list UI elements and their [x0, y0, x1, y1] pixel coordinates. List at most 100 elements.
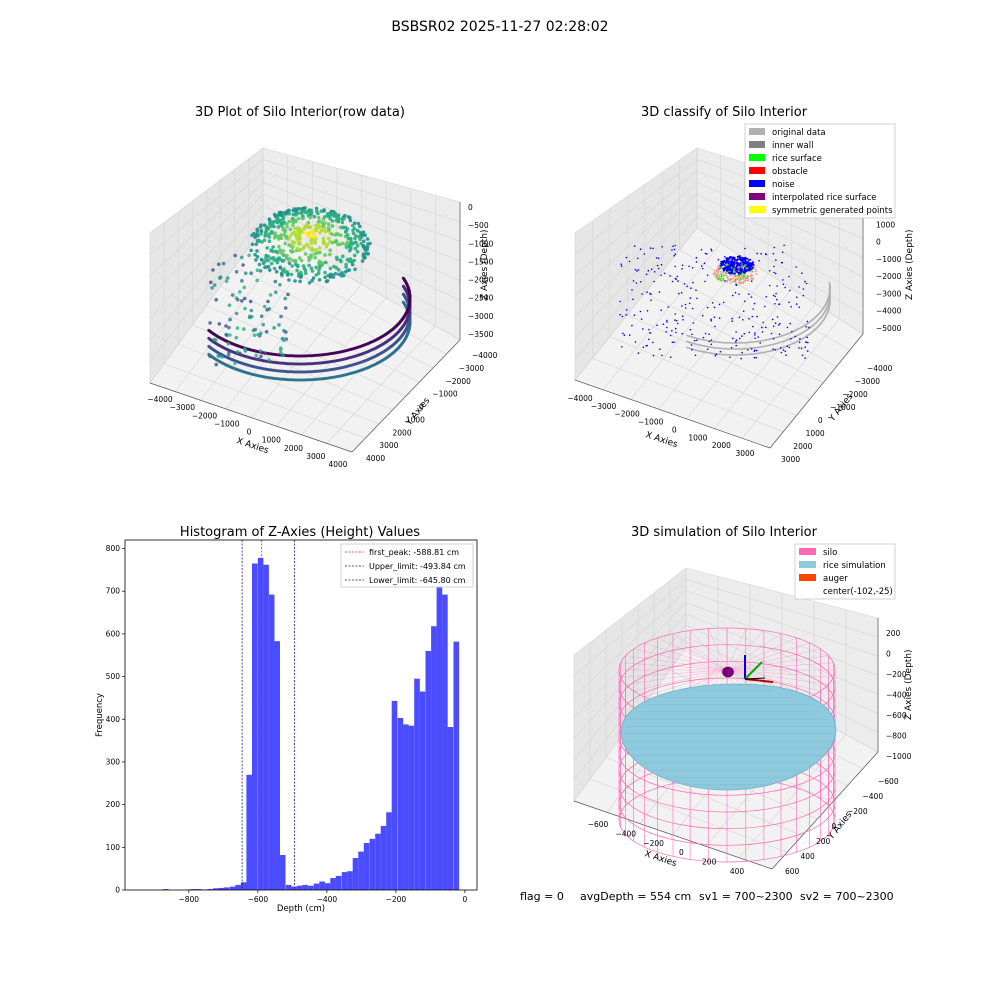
panel4-x-ticks: −600 −400 −200 0 200 400	[588, 820, 745, 876]
legend-label-rice: rice simulation	[823, 561, 886, 571]
hist-x-tick-label: −600	[248, 895, 269, 904]
class-point-noise	[691, 307, 694, 310]
class-point-noise	[740, 357, 742, 360]
raw-point	[283, 296, 288, 301]
class-point-noise	[770, 332, 773, 335]
footer-status: flag = 0 avgDepth = 554 cm sv1 = 700~230…	[520, 890, 894, 903]
grid-line	[573, 567, 687, 656]
class-point-original	[724, 353, 727, 356]
raw-point	[313, 241, 317, 245]
class-point-noise	[739, 271, 742, 274]
raw-point	[353, 246, 358, 251]
raw-point	[274, 249, 279, 254]
hist-x-tick-label: 0	[463, 895, 468, 904]
tick-label: −600	[878, 777, 899, 786]
class-point-noise	[653, 271, 656, 273]
footer-sv2: sv2 = 700~2300	[800, 890, 894, 903]
tick-label: −1000	[886, 752, 912, 761]
raw-point	[249, 248, 253, 253]
class-point-noise	[690, 287, 692, 290]
raw-point	[338, 225, 343, 230]
raw-point	[352, 253, 357, 258]
class-point-noise	[652, 341, 654, 344]
class-point-noise	[706, 306, 709, 309]
class-point-obstacle	[725, 274, 728, 277]
tick-label: 200	[702, 858, 717, 867]
class-point-noise	[637, 352, 640, 354]
class-point-noise	[745, 262, 748, 265]
hist-bar	[330, 878, 336, 890]
raw-point	[250, 233, 254, 238]
class-point-obstacle	[750, 274, 753, 277]
raw-point	[334, 218, 339, 223]
panel-histogram: Histogram of Z-Axies (Height) Values −80…	[95, 525, 478, 914]
y-axis-line	[769, 333, 864, 449]
raw-point	[291, 249, 295, 254]
legend-swatch-noise	[749, 180, 765, 187]
class-point-noise	[640, 318, 643, 320]
raw-point	[264, 330, 269, 334]
class-point-noise	[731, 258, 734, 260]
class-point-noise	[636, 257, 639, 260]
raw-point	[323, 275, 327, 280]
raw-point	[358, 237, 362, 242]
raw-point	[216, 262, 221, 267]
raw-point	[314, 228, 318, 233]
raw-point	[278, 266, 283, 270]
raw-point	[318, 261, 322, 265]
legend-swatch-silo	[799, 548, 816, 555]
class-point-noise	[748, 269, 750, 272]
tick-label: 1000	[262, 436, 281, 445]
class-point-noise	[735, 331, 737, 333]
raw-point	[343, 213, 347, 218]
class-point-noise	[780, 351, 783, 354]
raw-point	[304, 271, 308, 276]
legend-swatch-rice-surface	[749, 154, 765, 161]
raw-point	[308, 216, 313, 220]
raw-point	[226, 352, 231, 357]
hist-bar	[431, 626, 437, 890]
raw-point	[272, 258, 277, 262]
class-point-noise	[646, 310, 649, 312]
raw-point	[348, 218, 353, 223]
class-point-noise	[732, 337, 734, 340]
class-point-noise	[765, 296, 767, 298]
raw-point	[289, 272, 294, 277]
raw-point	[248, 299, 253, 304]
raw-point	[288, 227, 293, 232]
class-point-rice	[722, 275, 724, 277]
tick-label: 1000	[406, 415, 425, 424]
class-point-noise	[621, 346, 623, 348]
class-point-noise	[795, 303, 798, 305]
class-point-noise	[680, 292, 683, 294]
class-point-noise	[674, 265, 676, 268]
hist-y-tick-label: 500	[106, 672, 121, 681]
tick-label: −2000	[614, 410, 640, 419]
class-point-noise	[731, 294, 734, 297]
raw-point	[330, 273, 335, 277]
class-point-noise	[636, 270, 638, 272]
raw-point	[341, 254, 345, 259]
raw-point	[302, 244, 307, 249]
raw-point	[337, 272, 341, 277]
class-point-obstacle	[721, 271, 724, 274]
hist-bar	[352, 858, 359, 890]
grid-line	[602, 242, 721, 390]
class-point-noise	[762, 321, 764, 324]
hist-x-tick-label: −800	[178, 895, 199, 904]
tick-label: −2000	[192, 411, 218, 420]
panel1-y-ticks: −4000 −3000 −2000 −1000 0 1000 2000 3000 4000	[366, 351, 498, 463]
class-point-rice	[725, 264, 728, 267]
raw-point	[344, 262, 348, 267]
class-point-noise	[708, 333, 710, 336]
raw-point	[315, 251, 320, 255]
raw-point	[227, 325, 231, 330]
hist-bar	[419, 691, 426, 890]
class-point-obstacle	[719, 270, 722, 273]
class-point-noise	[658, 291, 661, 293]
raw-point	[342, 216, 346, 221]
legend-label-upper: Upper_limit: -493.84 cm	[369, 562, 466, 571]
raw-point	[259, 229, 264, 233]
tick-label: 0	[679, 848, 684, 857]
class-point-noise	[739, 337, 741, 340]
